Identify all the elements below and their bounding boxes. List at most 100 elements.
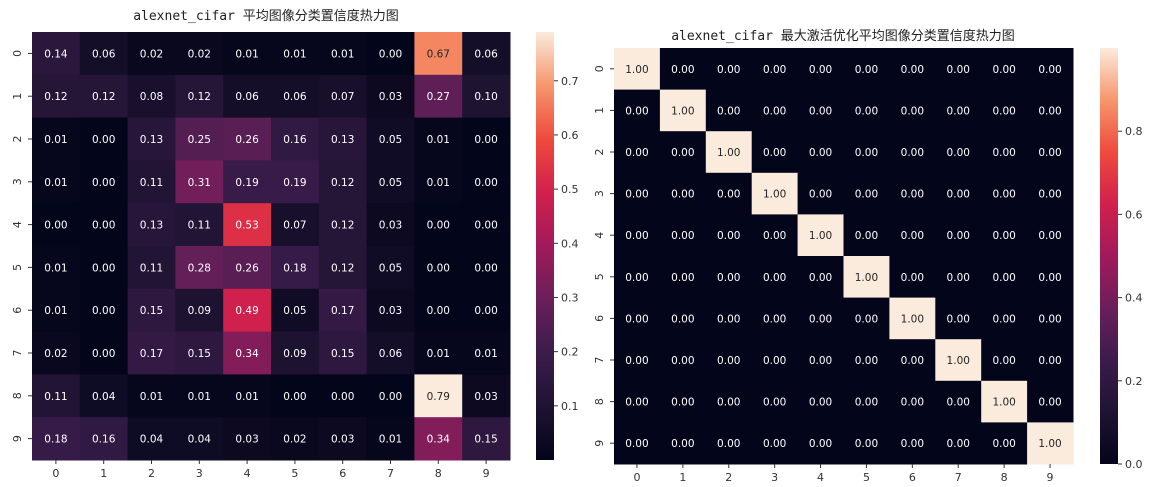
cell-value-label: 0.00 [809,438,832,450]
heatmap-cell [981,380,1028,423]
cell-value-label: 0.00 [992,272,1015,284]
cell-value-label: 0.02 [188,48,211,60]
heatmap-cell [175,374,224,418]
heatmap-cell [981,214,1028,257]
y-tick-label: 1 [593,107,606,114]
cell-value-label: 0.00 [947,272,970,284]
cell-value-label: 0.00 [992,189,1015,201]
heatmap-cell [127,288,176,333]
cell-value-label: 0.06 [474,48,498,60]
cell-value-label: 0.00 [947,189,970,201]
heatmap-cell [659,214,707,257]
cell-value-label: 0.12 [331,262,354,274]
heatmap-cell [366,246,415,290]
heatmap-cell [981,256,1028,299]
colorbar-tick-label: 0.2 [1125,375,1143,388]
heatmap-cell [659,422,707,465]
heatmap-cell [797,422,844,465]
y-tick-label: 1 [11,93,24,100]
heatmap-cell [318,203,368,247]
cell-value-label: 0.00 [625,397,648,409]
cell-value-label: 0.00 [717,355,740,367]
heatmap-cell [271,32,320,76]
heatmap-cell [127,203,176,247]
heatmap-cell [318,246,368,290]
cell-value-label: 0.00 [671,147,694,159]
heatmap-cell [318,74,368,119]
heatmap-cell [366,331,415,375]
cell-value-label: 0.00 [1038,230,1061,242]
x-tick-label: 4 [244,467,251,480]
cell-value-label: 0.00 [1038,313,1061,325]
heatmap-cell [271,417,320,461]
heatmap-cell [32,417,81,461]
heatmap-cell [271,331,320,375]
x-tick-label: 8 [435,467,442,480]
heatmap-cell [32,117,81,161]
heatmap-cell [318,288,368,333]
heatmap-cell [462,203,511,247]
heatmap-cell [797,256,844,299]
cell-value-label: 0.00 [92,262,115,274]
heatmap-cell [414,117,463,161]
colorbar-tick-label: 0.1 [561,400,579,413]
heatmap-cell [889,131,936,174]
cell-value-label: 0.27 [427,91,450,103]
heatmap-cell [705,297,753,340]
cell-value-label: 0.00 [947,105,970,117]
y-tick-label: 8 [593,398,606,405]
cell-value-label: 0.00 [1038,397,1061,409]
x-tick-label: 9 [1047,471,1054,484]
y-tick-label: 0 [593,65,606,72]
heatmap-cell [659,256,707,299]
cell-value-label: 0.15 [188,348,211,360]
heatmap-cell [318,331,368,375]
cell-value-label: 0.00 [92,348,115,360]
heatmap-cell [127,74,176,119]
cell-value-label: 1.00 [1038,438,1061,450]
heatmap-cell [127,32,176,76]
heatmap-cell [175,246,224,290]
chart-1: alexnet_cifar 平均图像分类置信度热力图 0.14 0.06 0.02 0… [11,8,579,480]
heatmap-cell [79,331,129,375]
heatmap-cell [79,74,129,119]
x-tick-label: 3 [771,471,778,484]
heatmap-cell [614,214,661,257]
cell-value-label: 0.00 [92,134,115,146]
cell-value-label: 0.13 [331,134,354,146]
cell-value-label: 0.00 [855,230,878,242]
cell-value-label: 0.01 [474,348,497,360]
heatmap-cell [223,417,272,461]
cell-value-label: 0.03 [474,391,497,403]
heatmap-cell [175,117,224,161]
cell-value-label: 0.00 [809,272,832,284]
cell-value-label: 0.00 [901,438,924,450]
cell-value-label: 0.49 [235,305,258,317]
heatmap-cell [414,246,463,290]
cell-value-label: 0.00 [763,272,786,284]
cell-value-label: 0.00 [901,64,924,76]
heatmap-cell [271,374,320,418]
heatmap-cell [1027,256,1074,299]
cell-value-label: 0.00 [901,355,924,367]
cell-value-label: 0.07 [331,91,354,103]
heatmap-cell [981,339,1028,382]
cell-value-label: 0.00 [625,230,648,242]
cell-value-label: 0.00 [671,230,694,242]
heatmap-cell [981,297,1028,340]
cell-value-label: 0.00 [855,189,878,201]
colorbar-tick-label: 0.6 [1125,208,1143,221]
cell-value-label: 0.00 [901,189,924,201]
heatmap-cell [797,131,844,174]
cell-value-label: 0.12 [92,91,115,103]
cell-value-label: 0.04 [92,391,116,403]
cell-value-label: 1.00 [901,313,924,325]
cell-value-label: 0.01 [188,391,211,403]
cell-value-label: 0.26 [235,262,259,274]
heatmap-cell [889,256,936,299]
y-tick-label: 7 [11,350,24,357]
cell-value-label: 0.19 [235,177,258,189]
cell-value-label: 0.00 [947,397,970,409]
heatmap-cell [462,417,511,461]
colorbar-tick-label: 0.0 [1125,458,1143,471]
